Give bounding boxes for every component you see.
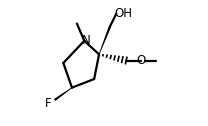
Polygon shape xyxy=(99,26,111,55)
Text: F: F xyxy=(45,97,51,110)
Text: N: N xyxy=(81,34,90,47)
Text: OH: OH xyxy=(114,7,132,20)
Polygon shape xyxy=(54,87,72,101)
Text: O: O xyxy=(136,54,146,67)
